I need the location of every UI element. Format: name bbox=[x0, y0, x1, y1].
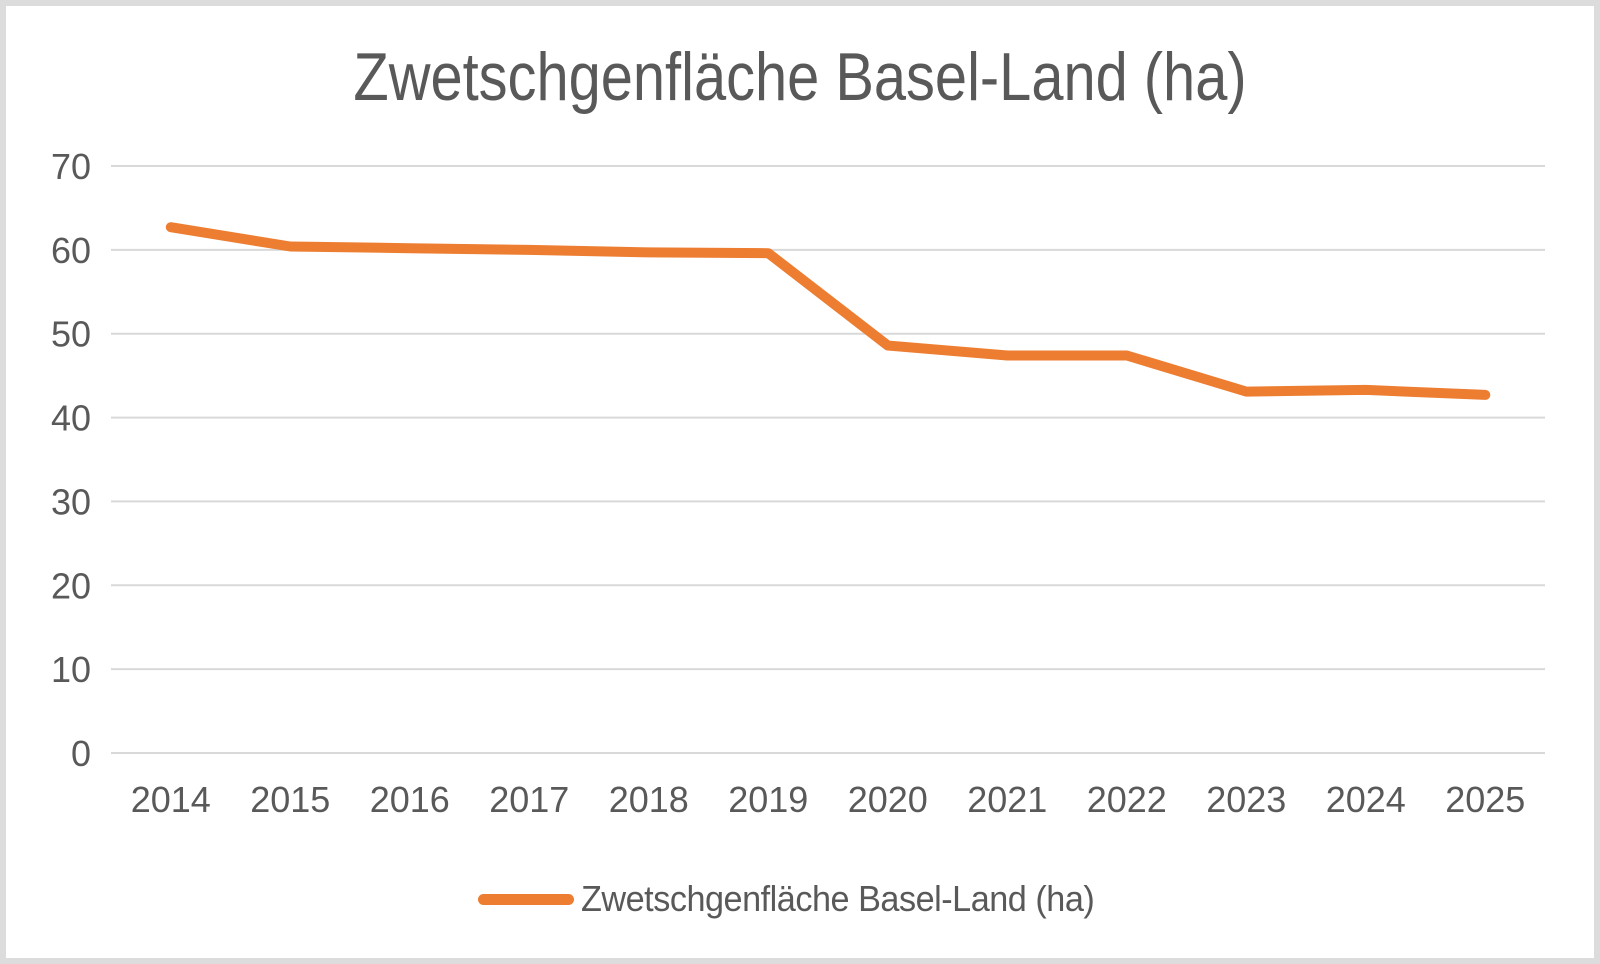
x-tick-label: 2024 bbox=[1326, 779, 1406, 820]
y-tick-label: 20 bbox=[51, 565, 91, 606]
x-tick-label: 2015 bbox=[250, 779, 330, 820]
legend-label: Zwetschgenfläche Basel-Land (ha) bbox=[581, 878, 1095, 919]
x-tick-label: 2021 bbox=[967, 779, 1047, 820]
y-tick-label: 0 bbox=[71, 733, 91, 774]
x-tick-label: 2018 bbox=[609, 779, 689, 820]
y-tick-label: 40 bbox=[51, 398, 91, 439]
x-tick-label: 2019 bbox=[728, 779, 808, 820]
chart-title: Zwetschgenfläche Basel-Land (ha) bbox=[353, 39, 1247, 115]
line-chart-plot: 0 10 20 30 40 50 60 70 2014 2015 2016 2017 2018 2019 2… bbox=[51, 146, 1545, 820]
x-tick-label: 2025 bbox=[1445, 779, 1525, 820]
x-tick-label: 2022 bbox=[1087, 779, 1167, 820]
x-tick-label: 2023 bbox=[1206, 779, 1286, 820]
x-tick-label: 2020 bbox=[848, 779, 928, 820]
y-tick-label: 10 bbox=[51, 649, 91, 690]
x-tick-label: 2014 bbox=[131, 779, 211, 820]
x-tick-label: 2017 bbox=[489, 779, 569, 820]
data-series-line bbox=[165, 222, 1491, 400]
y-tick-label: 50 bbox=[51, 314, 91, 355]
y-tick-label: 60 bbox=[51, 230, 91, 271]
x-tick-label: 2016 bbox=[370, 779, 450, 820]
y-tick-label: 70 bbox=[51, 146, 91, 187]
y-tick-label: 30 bbox=[51, 481, 91, 522]
chart-legend: Zwetschgenfläche Basel-Land (ha) bbox=[6, 878, 1594, 920]
legend-line-swatch bbox=[478, 893, 575, 905]
